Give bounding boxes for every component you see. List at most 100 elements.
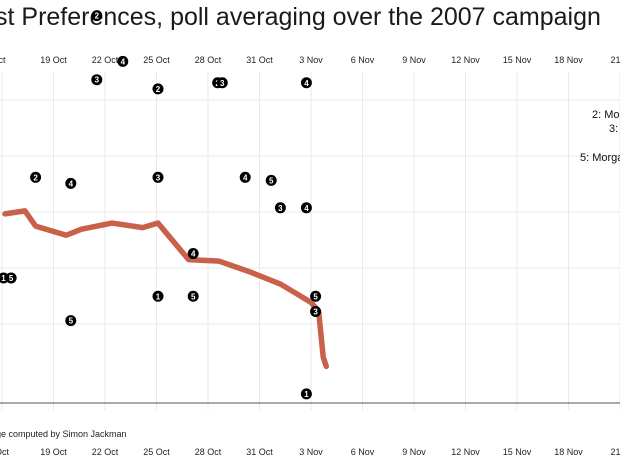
x-tick-bottom-8: 9 Nov xyxy=(402,447,426,457)
gridlines xyxy=(0,72,620,410)
poll-marker-4: 4 xyxy=(117,55,129,67)
poll-marker-circle xyxy=(300,77,312,89)
poll-marker-label: 1 xyxy=(304,390,309,399)
x-tick-top-10: 15 Nov xyxy=(503,55,532,65)
poll-marker-4: 4 xyxy=(300,202,312,214)
poll-marker-label: 3 xyxy=(220,79,225,88)
x-tick-bottom-6: 3 Nov xyxy=(299,447,323,457)
poll-marker-circle xyxy=(5,272,17,284)
poll-marker-label: 2 xyxy=(33,173,38,182)
poll-marker-5: 5 xyxy=(265,174,277,186)
poll-marker-circle xyxy=(265,174,277,186)
x-tick-top-12: 21 N xyxy=(610,55,620,65)
poll-marker-circle xyxy=(91,10,103,22)
poll-marker-3: 3 xyxy=(91,74,103,86)
poll-marker-label: 4 xyxy=(304,79,309,88)
x-tick-top-9: 12 Nov xyxy=(451,55,480,65)
poll-marker-label: 4 xyxy=(69,179,74,188)
poll-markers: 232344231545234534415351 xyxy=(0,10,322,400)
poll-marker-3: 3 xyxy=(216,77,228,89)
poll-average-line xyxy=(2,208,330,370)
poll-marker-label: 3 xyxy=(95,76,100,85)
poll-marker-label: 1 xyxy=(1,274,6,283)
poll-marker-circle xyxy=(310,290,322,302)
poll-marker-circle xyxy=(187,290,199,302)
legend-entry-5: 5: Morga xyxy=(580,152,620,164)
poll-marker-5: 5 xyxy=(5,272,17,284)
x-tick-bottom-12: 21 N xyxy=(610,447,620,457)
poll-marker-label: 2 xyxy=(156,85,161,94)
poll-marker-label: 5 xyxy=(269,176,274,185)
chart-title: st Preferences, poll averaging over the … xyxy=(0,3,601,31)
poll-marker-2: 2 xyxy=(152,83,164,95)
x-tick-top-11: 18 Nov xyxy=(554,55,583,65)
poll-marker-4: 4 xyxy=(239,171,251,183)
poll-marker-circle xyxy=(152,171,164,183)
poll-marker-label: 2 xyxy=(95,12,100,21)
poll-marker-circle xyxy=(152,290,164,302)
poll-marker-circle xyxy=(300,388,312,400)
poll-marker-label: 3 xyxy=(156,173,161,182)
x-axis-bottom: Oct 19 Oct 22 Oct 25 Oct 28 Oct 31 Oct 3 Nov 6 … xyxy=(0,447,620,457)
credit-text: ge computed by Simon Jackman xyxy=(0,429,127,439)
poll-marker-circle xyxy=(65,177,77,189)
poll-marker-label: 4 xyxy=(243,173,248,182)
x-tick-bottom-0: Oct xyxy=(0,447,9,457)
poll-marker-circle xyxy=(30,171,42,183)
x-tick-top-0: ct xyxy=(0,55,6,65)
poll-marker-label: 5 xyxy=(313,292,318,301)
poll-marker-label: 4 xyxy=(121,57,126,66)
legend-entry-2: 2: Mo xyxy=(592,109,620,121)
x-tick-top-3: 25 Oct xyxy=(143,55,170,65)
poll-marker-3: 3 xyxy=(152,171,164,183)
poll-marker-5: 5 xyxy=(65,315,77,327)
poll-marker-5: 5 xyxy=(310,290,322,302)
x-tick-bottom-4: 28 Oct xyxy=(195,447,222,457)
poll-marker-2: 2 xyxy=(30,171,42,183)
poll-marker-circle xyxy=(274,202,286,214)
poll-marker-circle xyxy=(216,77,228,89)
poll-marker-3: 3 xyxy=(310,306,322,317)
poll-marker-circle xyxy=(187,248,199,260)
poll-marker-label: 5 xyxy=(9,274,14,283)
poll-marker-5: 5 xyxy=(187,290,199,302)
x-tick-bottom-2: 22 Oct xyxy=(92,447,119,457)
x-tick-bottom-7: 6 Nov xyxy=(351,447,375,457)
poll-marker-circle xyxy=(310,306,322,317)
poll-marker-label: 4 xyxy=(191,250,196,259)
legend-entry-3: 3: xyxy=(609,123,618,135)
poll-marker-3: 3 xyxy=(274,202,286,214)
poll-marker-circle xyxy=(0,272,9,284)
poll-marker-label: 4 xyxy=(304,204,309,213)
x-axis-top: ct 19 Oct 22 Oct 25 Oct 28 Oct 31 Oct 3 Nov 6 N… xyxy=(0,55,620,65)
x-tick-bottom-9: 12 Nov xyxy=(451,447,480,457)
x-tick-top-6: 3 Nov xyxy=(299,55,323,65)
x-tick-top-4: 28 Oct xyxy=(195,55,222,65)
x-tick-bottom-5: 31 Oct xyxy=(246,447,273,457)
x-tick-bottom-11: 18 Nov xyxy=(554,447,583,457)
x-tick-bottom-10: 15 Nov xyxy=(503,447,532,457)
poll-marker-circle xyxy=(239,171,251,183)
x-tick-top-2: 22 Oct xyxy=(92,55,119,65)
poll-marker-circle xyxy=(91,74,103,86)
poll-marker-2: 2 xyxy=(91,10,103,22)
poll-marker-4: 4 xyxy=(187,248,199,260)
poll-marker-label: 3 xyxy=(313,308,318,317)
poll-marker-4: 4 xyxy=(300,77,312,89)
poll-marker-1: 1 xyxy=(152,290,164,302)
poll-marker-circle xyxy=(300,202,312,214)
x-tick-bottom-1: 19 Oct xyxy=(40,447,67,457)
x-tick-bottom-3: 25 Oct xyxy=(143,447,170,457)
poll-marker-label: 3 xyxy=(278,204,283,213)
legend: 2: Mo 3: 5: Morga xyxy=(580,109,620,164)
poll-marker-1: 1 xyxy=(0,272,9,284)
poll-marker-circle xyxy=(152,83,164,95)
poll-marker-circle xyxy=(117,55,129,67)
poll-marker-label: 5 xyxy=(191,292,196,301)
series-layer xyxy=(2,208,330,370)
poll-marker-4: 4 xyxy=(65,177,77,189)
poll-marker-label: 5 xyxy=(69,317,74,326)
poll-marker-label: 1 xyxy=(156,292,161,301)
poll-marker-1: 1 xyxy=(300,388,312,400)
